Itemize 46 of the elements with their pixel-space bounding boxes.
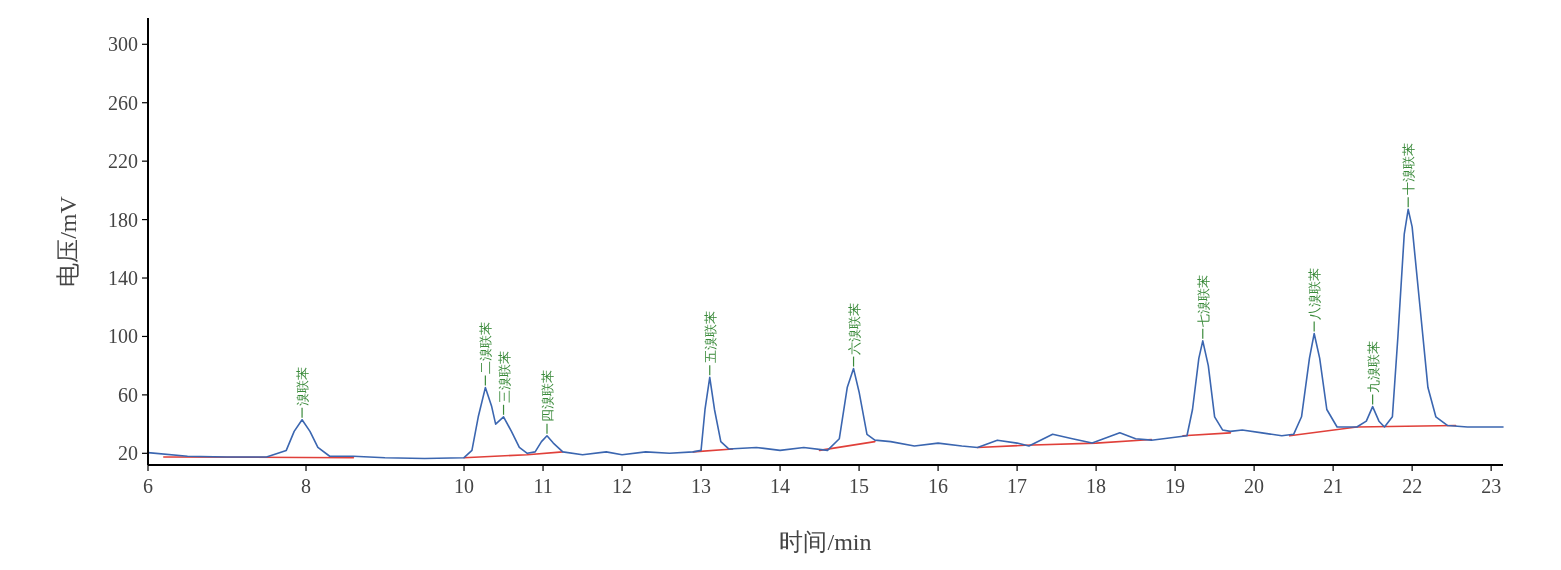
x-tick-label: 11	[533, 475, 553, 497]
y-tick-label: 60	[118, 383, 138, 406]
x-tick-label: 21	[1323, 475, 1344, 497]
annotation: 八溴联苯	[1307, 267, 1323, 333]
x-tick-label: 8	[301, 475, 312, 497]
x-tick-label: 14	[770, 475, 791, 497]
annotation: 六溴联苯	[846, 302, 862, 355]
annotation: 五溴联苯	[702, 311, 718, 364]
y-tick-label: 140	[108, 267, 138, 290]
annotation: 二溴联苯	[478, 321, 494, 387]
annotation: 九溴联苯	[1365, 340, 1381, 406]
x-tick-label: 18	[1086, 475, 1107, 497]
annotation: 二溴联苯	[478, 321, 494, 374]
x-tick-label: 10	[454, 475, 475, 497]
annotation: 四溴联苯	[539, 369, 555, 422]
annotation: 溴联苯	[295, 366, 311, 406]
annotation: 六溴联苯	[846, 302, 862, 368]
annotation: 溴联苯	[295, 366, 311, 419]
y-tick-label: 260	[108, 91, 138, 114]
annotation: 七溴联苯	[1195, 274, 1211, 340]
annotation: 五溴联苯	[702, 311, 718, 376]
y-tick-label: 100	[108, 325, 138, 348]
annotation: 十溴联苯	[1401, 143, 1417, 208]
x-tick-label: 23	[1481, 475, 1502, 497]
annotation: 九溴联苯	[1365, 340, 1381, 393]
y-axis-title: 电压/mV	[55, 195, 81, 287]
x-tick-label: 13	[691, 475, 712, 497]
annotation: 八溴联苯	[1307, 267, 1323, 320]
x-tick-label: 16	[928, 475, 949, 497]
annotation: 十溴联苯	[1401, 143, 1417, 196]
annotation: 四溴联苯	[540, 369, 555, 435]
y-tick-label: 20	[118, 442, 138, 465]
x-tick-label: 6	[143, 475, 153, 497]
x-tick-label: 20	[1244, 475, 1265, 497]
x-tick-label: 22	[1402, 475, 1423, 497]
y-tick-label: 300	[108, 33, 138, 56]
x-tick-label: 19	[1165, 475, 1186, 497]
y-tick-label: 220	[108, 150, 138, 173]
x-tick-label: 17	[1007, 475, 1028, 497]
annotation: 七溴联苯	[1195, 274, 1211, 327]
x-tick-label: 12	[612, 475, 633, 497]
x-axis-title: 时间/min	[779, 529, 872, 555]
annotation: 三溴联苯	[496, 350, 512, 416]
x-tick-label: 15	[849, 475, 870, 497]
annotation: 三溴联苯	[496, 350, 512, 403]
y-tick-label: 180	[108, 208, 138, 231]
